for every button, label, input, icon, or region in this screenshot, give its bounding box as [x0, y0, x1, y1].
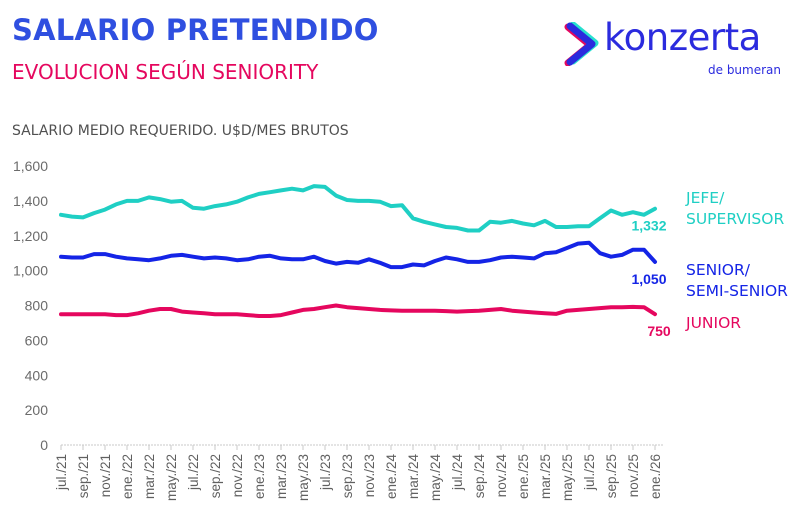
y-tick-label: 1,000 — [13, 263, 48, 279]
x-tick-label: jul./23 — [318, 454, 333, 491]
series-lines — [59, 184, 657, 318]
end-label-jefe: 1,332 — [631, 218, 666, 234]
x-tick-label: jul./24 — [450, 454, 465, 492]
x-tick-label: sep./25 — [604, 454, 619, 498]
series-line-senior — [59, 240, 657, 270]
x-tick-label: jul./25 — [582, 454, 597, 491]
x-tick-label: sep./21 — [76, 454, 91, 498]
x-tick-label: jul./22 — [186, 454, 201, 491]
legend-junior: JUNIOR — [686, 313, 741, 334]
x-tick-label: mar./24 — [406, 454, 421, 500]
x-tick-label: may./25 — [560, 454, 575, 501]
y-tick-label: 1,200 — [13, 228, 48, 244]
x-tick-label: nov./22 — [230, 454, 245, 497]
x-tick-label: may./22 — [164, 454, 179, 501]
y-tick-label: 200 — [25, 402, 49, 418]
x-tick-label: sep./23 — [340, 454, 355, 498]
end-label-junior: 750 — [647, 323, 671, 339]
x-tick-label: sep./24 — [472, 454, 487, 499]
legend-line: SEMI-SENIOR — [686, 282, 788, 300]
y-tick-label: 1,600 — [13, 158, 48, 174]
brand-logo: konzerta de bumeran — [560, 16, 800, 86]
x-tick-label: mar./22 — [142, 454, 157, 499]
x-tick-label: ene./24 — [384, 454, 399, 500]
y-tick-label: 0 — [40, 437, 48, 453]
y-tick-label: 600 — [25, 332, 49, 348]
y-tick-label: 1,400 — [13, 193, 48, 209]
x-tick-label: nov./21 — [98, 454, 113, 497]
legend-line: SENIOR/ — [686, 261, 750, 279]
x-tick-label: nov./25 — [626, 454, 641, 497]
page-title: SALARIO PRETENDIDO — [12, 13, 379, 47]
x-tick-label: mar./23 — [274, 454, 289, 499]
brand-tagline: de bumeran — [708, 63, 782, 77]
x-tick-label: sep./22 — [208, 454, 223, 498]
end-labels: 1,332 1,050 750 — [631, 218, 670, 339]
legend-line: SUPERVISOR — [686, 210, 785, 228]
x-tick-label: nov./23 — [362, 454, 377, 497]
x-tick-label: mar./25 — [538, 454, 553, 499]
y-tick-label: 800 — [25, 298, 49, 314]
x-tick-label: may./24 — [428, 454, 443, 502]
page-subtitle: EVOLUCION SEGÚN SENIORITY — [12, 60, 319, 84]
x-tick-label: ene./23 — [252, 454, 267, 499]
x-tick-label: nov./24 — [494, 454, 509, 498]
end-label-senior: 1,050 — [631, 271, 666, 287]
x-axis: jul./21 sep./21 nov./21 ene./22 mar./22 may./… — [54, 444, 663, 502]
series-line-jefe — [59, 184, 657, 233]
legend-line: JUNIOR — [686, 314, 742, 332]
chart-title: SALARIO MEDIO REQUERIDO. U$D/MES BRUTOS — [12, 123, 349, 139]
series-line-junior — [59, 303, 657, 318]
legend-senior-semi-senior: SENIOR/SEMI-SENIOR — [686, 260, 788, 302]
x-tick-label: ene./25 — [516, 454, 531, 499]
x-tick-label: ene./26 — [648, 454, 663, 499]
legend-line: JEFE/ — [686, 189, 725, 207]
x-tick-label: ene./22 — [120, 454, 135, 499]
chevron-right-icon — [564, 22, 599, 66]
brand-name: konzerta — [604, 16, 761, 59]
x-tick-label: jul./21 — [54, 454, 69, 491]
legend-jefe-supervisor: JEFE/SUPERVISOR — [686, 188, 784, 230]
y-axis: 0 200 400 600 800 1,000 1,200 1,400 1,600 — [13, 158, 48, 453]
y-tick-label: 400 — [25, 367, 49, 383]
x-tick-label: may./23 — [296, 454, 311, 501]
